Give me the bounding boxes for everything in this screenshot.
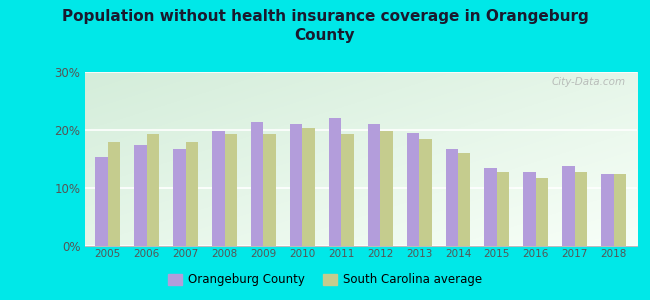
Bar xyxy=(380,131,393,246)
Text: Population without health insurance coverage in Orangeburg
County: Population without health insurance cove… xyxy=(62,9,588,43)
Bar xyxy=(458,153,471,246)
Bar xyxy=(497,172,510,246)
Bar xyxy=(96,157,108,246)
Bar xyxy=(108,142,120,246)
Bar xyxy=(614,173,626,246)
Bar xyxy=(445,148,458,246)
Bar xyxy=(290,124,302,246)
Legend: Orangeburg County, South Carolina average: Orangeburg County, South Carolina averag… xyxy=(163,269,487,291)
Bar xyxy=(302,128,315,246)
Bar xyxy=(368,124,380,246)
Bar xyxy=(173,149,186,246)
Bar xyxy=(407,133,419,246)
Bar xyxy=(263,134,276,246)
Bar xyxy=(329,118,341,246)
Bar xyxy=(186,142,198,246)
Bar xyxy=(575,172,587,246)
Bar xyxy=(419,139,432,246)
Bar xyxy=(601,174,614,246)
Bar xyxy=(251,122,263,246)
Text: City-Data.com: City-Data.com xyxy=(552,77,626,87)
Bar xyxy=(341,134,354,246)
Bar xyxy=(523,172,536,246)
Bar xyxy=(224,134,237,246)
Bar xyxy=(484,168,497,246)
Bar xyxy=(536,178,549,246)
Bar xyxy=(212,131,224,246)
Bar xyxy=(562,166,575,246)
Bar xyxy=(135,145,147,246)
Bar xyxy=(147,134,159,246)
